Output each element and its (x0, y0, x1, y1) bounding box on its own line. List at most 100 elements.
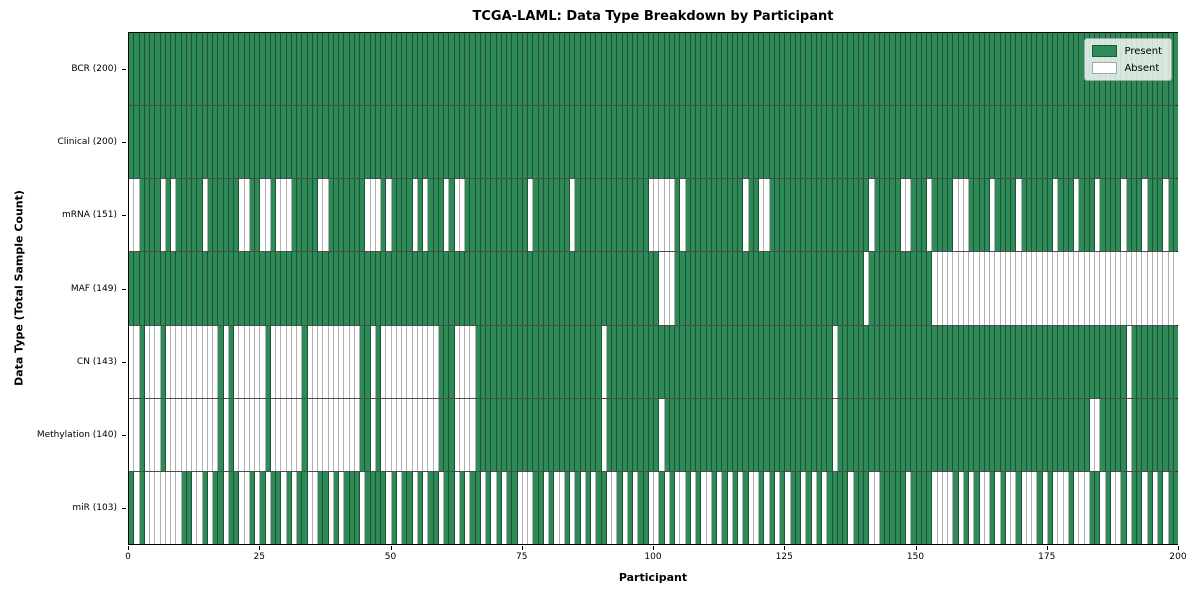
heatmap-cell (659, 33, 665, 106)
heatmap-cell (386, 398, 392, 471)
heatmap-cell (1000, 252, 1006, 325)
heatmap-cell (1137, 106, 1143, 179)
heatmap-cell (365, 179, 371, 252)
heatmap-cell (176, 33, 182, 106)
heatmap-cell (438, 471, 444, 544)
heatmap-cell (585, 106, 591, 179)
heatmap-cell (370, 325, 376, 398)
heatmap-cell (155, 325, 161, 398)
present-swatch (1092, 45, 1118, 57)
heatmap-cell (906, 471, 912, 544)
heatmap-cell (1053, 179, 1059, 252)
heatmap-cell (633, 398, 639, 471)
heatmap-cell (1021, 471, 1027, 544)
heatmap-cell (1105, 106, 1111, 179)
heatmap-cell (1047, 252, 1053, 325)
y-tick-mark (122, 361, 126, 363)
heatmap-cell (160, 471, 166, 544)
heatmap-cell (1058, 398, 1064, 471)
heatmap-cell (1100, 471, 1106, 544)
heatmap-cell (874, 106, 880, 179)
heatmap-cell (129, 471, 135, 544)
heatmap-cell (197, 398, 203, 471)
heatmap-cell (1079, 325, 1085, 398)
heatmap-cell (622, 106, 628, 179)
heatmap-cell (433, 179, 439, 252)
heatmap-cell (465, 106, 471, 179)
heatmap-cell (864, 179, 870, 252)
heatmap-cell (858, 325, 864, 398)
heatmap-cell (738, 252, 744, 325)
heatmap-cell (134, 179, 140, 252)
heatmap-cell (591, 106, 597, 179)
heatmap-cell (659, 398, 665, 471)
heatmap-cell (339, 179, 345, 252)
heatmap-cell (297, 252, 303, 325)
heatmap-cell (307, 398, 313, 471)
heatmap-cell (459, 33, 465, 106)
heatmap-cell (722, 179, 728, 252)
heatmap-cell (801, 33, 807, 106)
heatmap-cell (228, 325, 234, 398)
heatmap-cell (554, 325, 560, 398)
heatmap-cell (722, 471, 728, 544)
heatmap-cell (753, 106, 759, 179)
heatmap-cell (270, 398, 276, 471)
heatmap-cell (1068, 471, 1074, 544)
heatmap-cell (591, 471, 597, 544)
heatmap-cell (890, 471, 896, 544)
heatmap-cell (176, 252, 182, 325)
heatmap-cell (1026, 471, 1032, 544)
heatmap-cell (270, 471, 276, 544)
heatmap-cell (144, 252, 150, 325)
heatmap-cell (932, 398, 938, 471)
heatmap-cell (1021, 325, 1027, 398)
heatmap-cell (407, 325, 413, 398)
heatmap-cell (1037, 398, 1043, 471)
heatmap-cell (638, 471, 644, 544)
heatmap-cell (218, 471, 224, 544)
heatmap-cell (585, 33, 591, 106)
heatmap-cell (202, 252, 208, 325)
heatmap-cell (869, 471, 875, 544)
heatmap-cell (318, 325, 324, 398)
heatmap-cell (664, 106, 670, 179)
heatmap-cell (507, 33, 513, 106)
heatmap-cell (1074, 106, 1080, 179)
heatmap-cell (1105, 179, 1111, 252)
heatmap-cell (717, 398, 723, 471)
heatmap-cell (585, 471, 591, 544)
heatmap-cell (1158, 398, 1164, 471)
heatmap-cell (879, 179, 885, 252)
heatmap-cell (564, 398, 570, 471)
heatmap-cell (984, 398, 990, 471)
heatmap-cell (134, 325, 140, 398)
heatmap-cell (218, 179, 224, 252)
heatmap-cell (139, 398, 145, 471)
heatmap-cell (890, 106, 896, 179)
heatmap-cell (785, 325, 791, 398)
heatmap-cell (354, 179, 360, 252)
heatmap-cell (428, 325, 434, 398)
heatmap-cell (895, 398, 901, 471)
heatmap-cell (711, 325, 717, 398)
heatmap-cell (895, 252, 901, 325)
heatmap-cell (228, 252, 234, 325)
y-tick-label-mRNA: mRNA (151) (62, 210, 117, 221)
heatmap-cell (874, 325, 880, 398)
heatmap-cell (333, 179, 339, 252)
heatmap-cell (769, 179, 775, 252)
heatmap-cell (575, 106, 581, 179)
heatmap-cell (669, 252, 675, 325)
heatmap-cell (333, 398, 339, 471)
heatmap-cell (449, 33, 455, 106)
heatmap-cell (360, 106, 366, 179)
heatmap-cell (1131, 471, 1137, 544)
heatmap-cell (181, 398, 187, 471)
heatmap-cell (795, 179, 801, 252)
heatmap-cell (549, 471, 555, 544)
x-tick-label: 200 (1169, 552, 1187, 562)
heatmap-cell (853, 33, 859, 106)
heatmap-cell (822, 252, 828, 325)
heatmap-cell (522, 471, 528, 544)
